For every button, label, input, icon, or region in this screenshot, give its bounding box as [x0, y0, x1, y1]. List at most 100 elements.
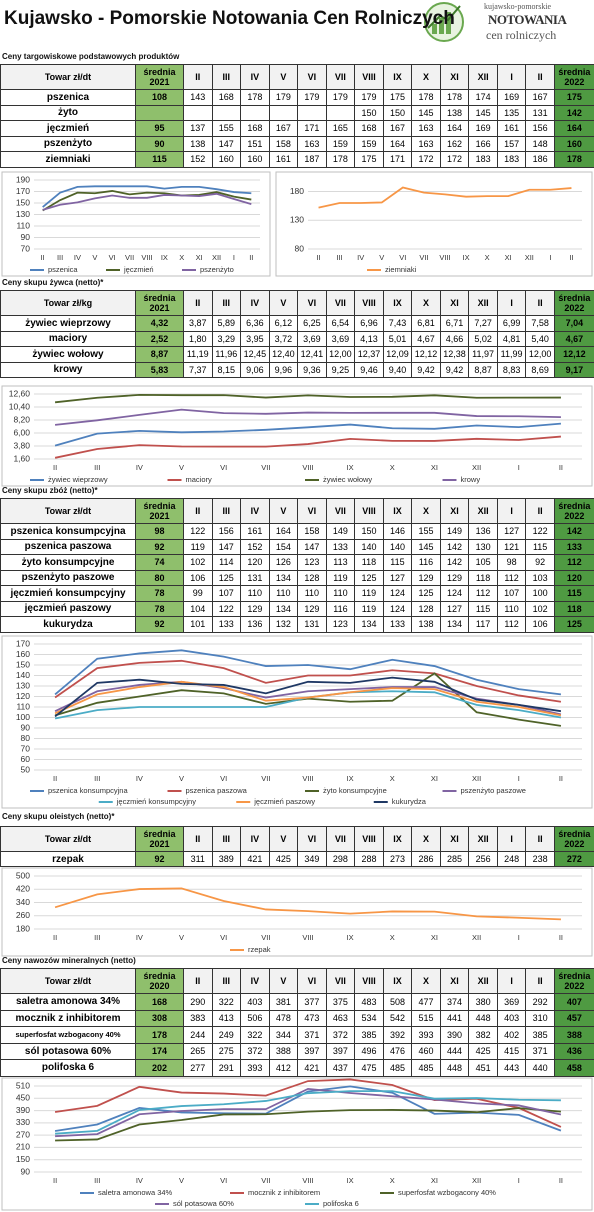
- cell: 131: [240, 569, 270, 586]
- cell: 125: [553, 616, 594, 633]
- cell: 159: [325, 135, 356, 152]
- cell: 133: [325, 538, 356, 555]
- cell: 393: [240, 1059, 270, 1077]
- x-tick-label: III: [94, 1176, 100, 1185]
- cell: 124: [439, 585, 470, 602]
- cell: 8,15: [211, 361, 242, 378]
- cell: 123: [325, 616, 356, 633]
- cell: 322: [211, 993, 242, 1011]
- cell: 118: [354, 554, 384, 571]
- x-tick-label: IX: [347, 1176, 354, 1185]
- cell: 115: [553, 585, 594, 602]
- cell: 133: [211, 616, 242, 633]
- cell: 113: [325, 554, 356, 571]
- header-cell: IV: [240, 64, 270, 90]
- table-row: jęczmień 95 137 155 168 167 171 165 168 167 163 164…: [0, 120, 594, 137]
- cell: 175: [354, 151, 384, 168]
- x-tick-label: II: [559, 774, 563, 783]
- header-cell: VIII: [354, 498, 384, 524]
- legend-label: krowy: [461, 475, 481, 484]
- x-tick-label: VIII: [439, 253, 450, 262]
- cell: 238: [525, 851, 555, 867]
- cell: 124: [382, 600, 413, 617]
- cell: 110: [240, 585, 270, 602]
- cell: 100: [525, 585, 555, 602]
- x-tick-label: III: [94, 774, 100, 783]
- x-tick-label: IV: [136, 774, 143, 783]
- legend-label: pszenica: [48, 265, 78, 274]
- header-cell: średnia 2022: [553, 826, 594, 852]
- cell: 6,99: [496, 315, 527, 332]
- cell: 167: [525, 89, 555, 106]
- cell: 172: [411, 151, 441, 168]
- cell: 136: [240, 616, 270, 633]
- cell: 110: [297, 585, 327, 602]
- cell: 298: [325, 851, 356, 867]
- cell: 377: [297, 993, 327, 1011]
- table-row: żywiec wołowy 8,87 11,19 11,96 12,45 12,40 12,…: [0, 346, 594, 363]
- x-tick-label: VIII: [302, 933, 313, 942]
- cell: 145: [411, 104, 441, 121]
- x-tick-label: X: [485, 253, 490, 262]
- x-tick-label: VIII: [141, 253, 152, 262]
- x-tick-label: XI: [431, 933, 438, 942]
- cell: 8,69: [525, 361, 555, 378]
- header-cell: IX: [382, 826, 413, 852]
- cell: 134: [268, 569, 299, 586]
- cell: 415: [496, 1042, 527, 1060]
- cell: 421: [297, 1059, 327, 1077]
- x-tick-label: VI: [220, 933, 227, 942]
- cell: 476: [382, 1042, 413, 1060]
- legend-label: mocznik z inhibitorem: [248, 1188, 320, 1197]
- cell: 134: [354, 616, 384, 633]
- cell: 102: [183, 554, 213, 571]
- cell: 3,29: [211, 330, 242, 347]
- table-row: mocznik z inhibitorem 308 383 413 506 478 473 4…: [0, 1009, 594, 1027]
- cell: 375: [325, 993, 356, 1011]
- x-tick-label: I: [518, 774, 520, 783]
- data-table: Towar zł/kg średnia 2021 II III IV V VI VII VIII…: [0, 290, 594, 378]
- cell: 105: [468, 554, 498, 571]
- header-cell: VII: [325, 826, 356, 852]
- cell: 122: [525, 523, 555, 540]
- table-row: ziemniaki 115 152 160 160 161 187 178 175 171 172 1…: [0, 151, 594, 168]
- cell: 166: [468, 135, 498, 152]
- cell: 187: [297, 151, 327, 168]
- cell: 448: [439, 1059, 470, 1077]
- cell: 138: [439, 104, 470, 121]
- table-row: saletra amonowa 34% 168 290 322 403 381 377 375…: [0, 993, 594, 1011]
- header-cell: II: [183, 64, 213, 90]
- cell: 374: [439, 993, 470, 1011]
- header-cell: I: [496, 498, 527, 524]
- line-series: [54, 887, 561, 921]
- x-tick-label: IX: [347, 933, 354, 942]
- y-tick-label: 450: [16, 1093, 30, 1103]
- row-name: jęczmień: [0, 120, 136, 137]
- cell: 107: [211, 585, 242, 602]
- cell: 129: [297, 600, 327, 617]
- line-series: [42, 190, 252, 212]
- cell: 308: [135, 1009, 184, 1027]
- section-title: Ceny skupu żywca (netto)*: [2, 278, 104, 287]
- row-name: żyto konsumpcyjne: [0, 554, 136, 571]
- x-tick-label: I: [518, 1176, 520, 1185]
- cell: 140: [354, 538, 384, 555]
- line-series: [54, 676, 562, 718]
- cell: 272: [553, 851, 594, 867]
- row-name: kukurydza: [0, 616, 136, 633]
- cell: 104: [183, 600, 213, 617]
- header-cell: II: [525, 968, 555, 994]
- row-name: jęczmień paszowy: [0, 600, 136, 617]
- line-series: [42, 185, 252, 208]
- row-name: pszenica konsumpcyjna: [0, 523, 136, 540]
- cell: 174: [135, 1042, 184, 1060]
- header-cell: VII: [325, 64, 356, 90]
- cell: 256: [468, 851, 498, 867]
- cell: 161: [496, 120, 527, 137]
- chart-frame: [1, 1077, 593, 1211]
- cell: 286: [411, 851, 441, 867]
- header-cell: średnia 2022: [553, 498, 594, 524]
- cell: 344: [268, 1026, 299, 1044]
- x-tick-label: II: [569, 253, 573, 262]
- cell: 12,09: [382, 346, 413, 363]
